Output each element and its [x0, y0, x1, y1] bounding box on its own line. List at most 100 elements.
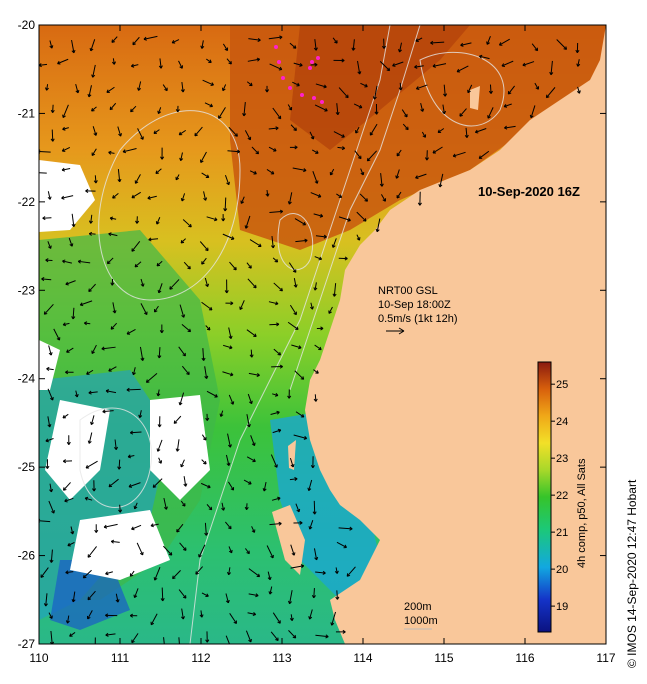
- current-vector: [268, 36, 283, 40]
- current-vector-head: [85, 465, 90, 469]
- current-vector-head: [342, 629, 346, 634]
- current-vector-head: [287, 201, 292, 205]
- current-vector: [294, 218, 306, 226]
- current-vector: [62, 127, 69, 130]
- current-vector-head: [88, 220, 93, 224]
- current-vector-head: [152, 484, 157, 488]
- current-vector-head: [101, 346, 105, 351]
- current-vector-head: [204, 375, 209, 379]
- current-vector-head: [396, 152, 401, 157]
- y-tick-label: -24: [18, 372, 36, 386]
- current-vector: [202, 348, 205, 361]
- current-vector: [460, 42, 472, 46]
- current-vector: [63, 322, 70, 326]
- current-vector-head: [545, 94, 550, 99]
- current-vector-head: [244, 225, 249, 229]
- current-vector-head: [464, 134, 469, 139]
- current-vector: [90, 214, 93, 224]
- current-vector: [313, 213, 323, 217]
- current-vector: [69, 632, 76, 637]
- current-vector-head: [186, 371, 190, 376]
- current-vector-head: [249, 82, 253, 87]
- current-vector-head: [126, 331, 131, 335]
- current-vector-head: [230, 487, 235, 491]
- current-vector: [245, 630, 252, 643]
- current-vector-head: [304, 238, 308, 243]
- current-vector-head: [87, 440, 92, 444]
- current-vector-head: [198, 554, 202, 558]
- current-vector-head: [264, 89, 270, 93]
- current-vector: [62, 146, 71, 152]
- current-legend-scale: 0.5m/s (1kt 12h): [378, 313, 457, 325]
- current-vector: [40, 567, 49, 578]
- current-vector: [314, 344, 322, 351]
- current-vector: [92, 64, 96, 78]
- current-vector-head: [575, 49, 580, 54]
- current-vector-head: [173, 420, 178, 424]
- current-vector-head: [277, 620, 281, 624]
- current-vector-head: [147, 195, 151, 200]
- current-vector: [52, 104, 54, 113]
- current-vector: [206, 216, 218, 221]
- current-vector: [355, 126, 360, 134]
- current-legend: NRT00 GSL 10-Sep 18:00Z 0.5m/s (1kt 12h): [378, 285, 457, 335]
- x-tick-label: 116: [515, 651, 534, 665]
- current-vector: [161, 587, 164, 601]
- y-tick-label: -22: [18, 195, 36, 209]
- current-vector: [195, 566, 204, 575]
- current-vector-head: [358, 104, 363, 109]
- current-vector-head: [92, 488, 97, 492]
- current-vector: [88, 283, 96, 292]
- current-vector-head: [314, 62, 318, 67]
- current-vector-head: [180, 239, 185, 244]
- current-vector: [68, 237, 73, 247]
- current-vector: [62, 104, 69, 118]
- current-vector-head: [318, 256, 323, 261]
- current-vector-head: [442, 110, 447, 115]
- current-vector: [272, 612, 281, 624]
- current-vector: [178, 346, 186, 357]
- current-vector: [91, 344, 97, 354]
- current-vector-head: [358, 155, 362, 160]
- current-vector-head: [153, 130, 157, 134]
- current-vector-head: [293, 284, 298, 288]
- current-vector-head: [51, 510, 55, 514]
- contour-legend: 200m 1000m: [404, 601, 438, 630]
- current-vector-head: [175, 176, 180, 181]
- current-vector: [65, 571, 74, 574]
- current-vector: [75, 390, 78, 398]
- current-vector: [49, 483, 52, 492]
- colorbar-label: 4h comp, p50, All Sats: [576, 458, 588, 568]
- current-vector: [379, 61, 390, 71]
- current-vector-head: [183, 547, 187, 551]
- current-vector-head: [143, 311, 148, 316]
- current-vector-head: [105, 632, 109, 637]
- current-vector-head: [417, 202, 422, 206]
- current-vector: [138, 81, 142, 91]
- current-vector-head: [180, 616, 185, 620]
- current-vector-head: [33, 171, 36, 174]
- current-vector-head: [139, 551, 144, 556]
- current-vector-head: [71, 598, 76, 603]
- current-vector: [245, 215, 251, 229]
- current-vector-head: [479, 54, 483, 59]
- current-vector-head: [48, 352, 53, 356]
- current-vector: [290, 124, 297, 131]
- current-vector: [163, 497, 167, 510]
- current-vector: [85, 460, 98, 469]
- current-vector: [110, 217, 117, 220]
- current-vector: [273, 282, 283, 292]
- current-vector-head: [239, 306, 243, 310]
- current-vector-head: [106, 260, 111, 265]
- current-vector: [181, 365, 190, 375]
- current-vector: [130, 431, 142, 434]
- current-vector: [65, 280, 76, 285]
- current-vector-head: [292, 634, 297, 639]
- current-vector-head: [335, 111, 340, 116]
- current-vector-head: [84, 496, 89, 501]
- current-vector-head: [374, 111, 379, 115]
- current-vector: [201, 459, 207, 465]
- current-vector-head: [320, 326, 324, 331]
- landmass: [305, 25, 606, 644]
- current-vector: [118, 459, 121, 470]
